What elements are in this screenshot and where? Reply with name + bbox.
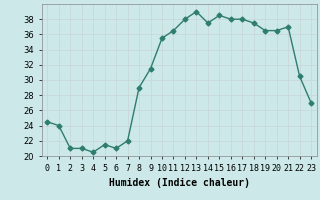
X-axis label: Humidex (Indice chaleur): Humidex (Indice chaleur) <box>109 178 250 188</box>
